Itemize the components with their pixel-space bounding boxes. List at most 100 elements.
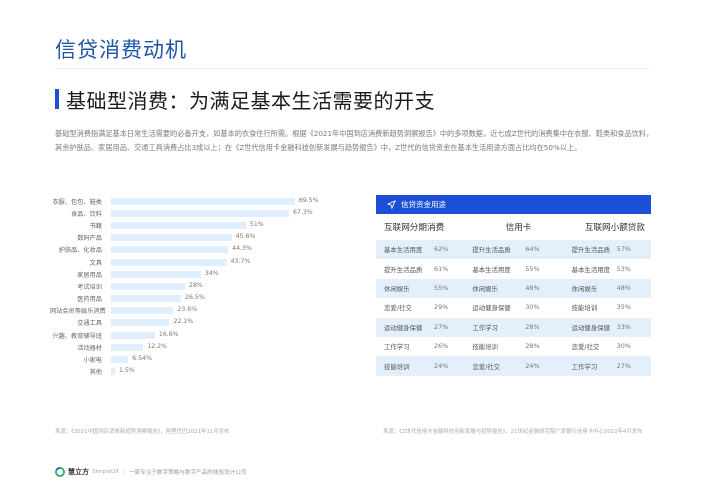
bar-value-label: 23.6% xyxy=(177,306,198,314)
bar-value-label: 43.7% xyxy=(230,257,251,265)
bar-category-label: 书籍 xyxy=(89,222,102,230)
usage-percent: 48% xyxy=(616,283,631,292)
usage-name: 提升生活品质 xyxy=(571,246,610,255)
bar xyxy=(111,209,289,217)
bar-value-label: 51% xyxy=(249,220,264,228)
bar-row: 医药用品 26.5% xyxy=(50,293,350,305)
bar-track: 6.54% xyxy=(111,355,350,364)
table-row: 恋爱/社交 29% 运动健身保健 30% 技能培训 35% xyxy=(376,298,651,317)
bar-category-label: 兴趣、教育辅导班 xyxy=(52,332,103,340)
bar-row: 其他 1.5% xyxy=(50,366,350,378)
source-note-right: 来源：《Z世代信用卡金融科技创新发展与趋势报告》，21世纪金融研究院广发银行信用… xyxy=(383,429,643,435)
usage-percent: 28% xyxy=(525,342,540,351)
table-cell: 恋爱/社交 29% xyxy=(376,303,463,312)
usage-name: 运动健身保健 xyxy=(472,304,511,313)
bar-value-label: 28% xyxy=(189,281,203,289)
table-cell: 提升生活品质 61% xyxy=(376,265,463,274)
usage-percent: 33% xyxy=(616,322,631,331)
table-row: 提升生活品质 61% 基本生活用度 55% 基本生活用度 53% xyxy=(376,259,651,278)
bar-row: 数码产品 45.6% xyxy=(50,232,350,244)
table-cell: 休闲娱乐 48% xyxy=(463,284,551,293)
usage-percent: 24% xyxy=(525,361,540,370)
bar-track: 44.3% xyxy=(111,245,350,254)
usage-percent: 35% xyxy=(616,303,631,312)
table-cell: 基本生活用度 53% xyxy=(552,265,651,274)
table-cell: 基本生活用度 62% xyxy=(376,245,463,254)
bar-category-label: 其他 xyxy=(89,369,102,377)
brand-name: 慧立方 xyxy=(68,468,89,476)
usage-percent: 29% xyxy=(434,303,449,312)
table-cell: 休闲娱乐 55% xyxy=(376,284,463,293)
bar-row: 衣服、包包、鞋类 69.5% xyxy=(50,195,350,207)
bar-row: 小家电 6.54% xyxy=(50,353,350,365)
usage-percent: 48% xyxy=(525,283,540,292)
bar xyxy=(111,221,246,229)
table-cell: 提升生活品质 57% xyxy=(552,245,651,254)
usage-name: 提升生活品质 xyxy=(384,265,423,274)
bar-category-label: 食品、饮料 xyxy=(71,210,102,218)
usage-percent: 30% xyxy=(616,342,631,351)
bar-category-label: 活动器材 xyxy=(77,344,102,352)
column-header: 信用卡 xyxy=(505,223,532,233)
usage-name: 工作学习 xyxy=(571,362,598,371)
table-cell: 恋爱/社交 24% xyxy=(463,362,551,371)
section-accent-bar xyxy=(55,89,59,109)
bar-value-label: 45.6% xyxy=(235,233,256,241)
bar-value-label: 12.2% xyxy=(147,342,167,350)
usage-name: 恋爱/社交 xyxy=(571,343,600,352)
table-row: 技能培训 24% 恋爱/社交 24% 工作学习 27% xyxy=(376,356,651,376)
bar xyxy=(111,258,227,266)
table-cell: 工作学习 26% xyxy=(376,342,463,351)
bar xyxy=(111,282,186,290)
brand-name-en: SimpleUX xyxy=(92,469,120,475)
bar-row: 书籍 51% xyxy=(50,219,350,231)
source-note-left: 来源：《2021中国到店消费新趋势洞察报告》，阿里巴巴2021年11月发布 xyxy=(55,429,230,435)
credit-usage-table: 信贷资金用途 互联网分期消费 信用卡 互联网小额贷款 基本生活用度 62% 提升生活… xyxy=(376,195,651,376)
table-body: 基本生活用度 62% 提升生活品质 64% 提升生活品质 57% 提升生活品质 61% 基本生活… xyxy=(376,240,651,376)
usage-name: 技能培训 xyxy=(472,343,498,352)
table-header-bar: 信贷资金用途 xyxy=(376,195,651,214)
bar-track: 23.6% xyxy=(111,306,350,315)
bar-row: 考试培训 28% xyxy=(50,280,350,292)
table-cell: 技能培训 28% xyxy=(463,342,551,351)
bar xyxy=(111,295,182,303)
table-title: 信贷资金用途 xyxy=(401,200,446,209)
bar-track: 1.5% xyxy=(111,367,350,376)
table-row: 运动健身保健 27% 工作学习 28% 运动健身保健 33% xyxy=(376,317,651,337)
table-cell: 休闲娱乐 48% xyxy=(552,284,651,293)
section-heading: 基础型消费：为满足基本生活需要的开支 xyxy=(55,86,435,113)
bar xyxy=(111,368,115,376)
bar-track: 43.7% xyxy=(111,257,350,266)
table-row: 休闲娱乐 55% 休闲娱乐 48% 休闲娱乐 48% xyxy=(376,278,651,299)
bar-category-label: 网站会员等娱乐消费 xyxy=(50,308,106,316)
bar-row: 家居用品 34% xyxy=(50,268,350,280)
bar-row: 文具 43.7% xyxy=(50,256,350,268)
usage-name: 休闲娱乐 xyxy=(472,284,498,293)
table-cell: 运动健身保健 27% xyxy=(376,323,463,332)
usage-percent: 64% xyxy=(525,245,540,254)
usage-percent: 55% xyxy=(525,264,540,273)
usage-percent: 24% xyxy=(434,361,449,370)
usage-name: 技能培训 xyxy=(384,362,410,371)
bar-category-label: 衣服、包包、鞋类 xyxy=(52,198,103,206)
bar-row: 活动器材 12.2% xyxy=(50,341,350,353)
footer: 慧立方 SimpleUX | 一家专注于数字策略与数字产品的体验设计公司 xyxy=(55,467,246,477)
bar xyxy=(111,343,144,351)
bar-track: 67.3% xyxy=(111,209,350,217)
bar-track: 51% xyxy=(111,220,350,229)
usage-percent: 55% xyxy=(434,283,449,292)
usage-percent: 28% xyxy=(525,322,540,331)
bar-track: 26.5% xyxy=(111,294,350,303)
bar xyxy=(111,331,155,339)
bar-category-label: 家居用品 xyxy=(77,271,102,279)
usage-percent: 27% xyxy=(616,361,631,370)
usage-percent: 27% xyxy=(434,322,449,331)
bar xyxy=(111,307,174,315)
bar-category-label: 交通工具 xyxy=(77,320,102,328)
usage-name: 恋爱/社交 xyxy=(472,362,501,371)
brand-logo-icon xyxy=(55,467,65,477)
usage-name: 基本生活用度 xyxy=(571,265,610,274)
usage-name: 休闲娱乐 xyxy=(571,284,598,293)
bar-track: 45.6% xyxy=(111,233,350,242)
bar-row: 兴趣、教育辅导班 16.6% xyxy=(50,329,350,341)
